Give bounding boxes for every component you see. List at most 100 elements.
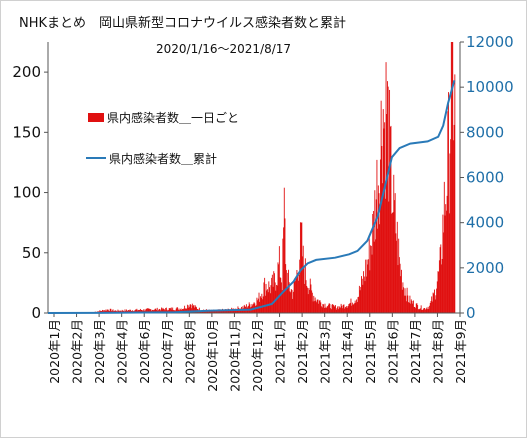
daily-bar [202,311,204,313]
daily-bar [295,280,296,313]
daily-bar [187,307,189,313]
daily-bar [337,306,339,313]
daily-bar [316,299,318,313]
daily-bar [240,309,242,313]
daily-bar [387,81,388,314]
daily-bar [358,285,360,313]
daily-bar [165,307,167,313]
daily-bar [193,307,195,313]
daily-bar [326,306,328,313]
daily-bar [312,301,314,313]
daily-bar [207,310,209,313]
daily-bar [391,212,393,313]
daily-bar [129,309,131,313]
left-tick-label: 150 [12,123,41,141]
daily-bar [362,284,364,313]
x-tick-label: 2020年2月 [70,319,85,384]
daily-bar [184,305,186,313]
daily-bar [183,308,185,313]
daily-bar [447,111,449,314]
right-tick-label: 4000 [466,214,504,232]
daily-bar [356,302,358,313]
daily-bar [432,292,434,313]
daily-bar [445,204,447,313]
daily-bar [170,307,172,313]
daily-bar [412,303,414,313]
daily-bar [107,309,109,313]
daily-bar [426,307,428,313]
axes: 0501001502000200040006000800010000120002… [12,33,513,392]
daily-bar [448,213,450,313]
daily-bar [149,308,150,313]
daily-bar [117,309,119,313]
daily-bar [400,276,402,313]
daily-bar [348,304,350,313]
daily-bar [232,310,234,313]
daily-bar [377,185,379,313]
daily-bar [377,228,379,313]
daily-bar [433,293,435,313]
daily-bar [284,218,286,313]
daily-bar [226,309,228,313]
daily-bar [415,308,416,313]
daily-bar [148,308,150,313]
daily-bar [414,306,416,313]
daily-bar [374,190,376,313]
daily-bar [290,289,292,313]
daily-bar [358,296,360,313]
daily-bar [217,310,219,313]
daily-bar [109,308,111,313]
daily-bar [319,300,321,313]
right-tick-label: 0 [466,304,476,322]
daily-bar [453,124,455,313]
daily-bar [452,140,454,313]
daily-bar [161,307,162,313]
daily-bar [367,264,369,313]
daily-bar [315,300,317,313]
daily-bar [380,100,382,313]
daily-bar [328,304,329,313]
daily-bar [139,310,141,313]
daily-bar [438,260,440,313]
daily-bar [434,289,435,313]
daily-bar [105,309,107,313]
daily-bar [309,278,311,313]
daily-bar [264,277,266,313]
daily-bar [285,270,287,313]
daily-bar [452,42,454,313]
daily-bar [349,303,351,313]
daily-bar [153,309,155,313]
daily-bar [436,288,438,313]
daily-bar [322,303,324,313]
daily-bar [323,307,325,313]
daily-bar [146,308,148,313]
daily-bar [253,302,255,313]
daily-bar [443,232,445,313]
daily-bar [314,297,316,313]
daily-bar [290,292,292,313]
daily-bar [438,271,440,313]
daily-bar [99,310,101,313]
daily-bar [332,304,334,313]
daily-bar [340,303,342,313]
daily-bar [396,221,398,313]
daily-bar [281,282,282,313]
daily-bar [321,306,322,313]
daily-bar [299,259,301,313]
daily-bar [265,283,267,313]
daily-bar [422,309,423,313]
daily-bar [304,283,306,313]
daily-bar [349,302,351,313]
daily-bar [386,114,388,313]
daily-bar [398,238,400,313]
daily-bar [271,274,273,313]
daily-bar [256,297,258,313]
daily-bar [264,295,266,313]
daily-bar [230,309,232,313]
daily-bar [384,198,386,313]
daily-bar [381,146,383,313]
daily-bar [336,308,338,313]
daily-bar [441,264,442,313]
